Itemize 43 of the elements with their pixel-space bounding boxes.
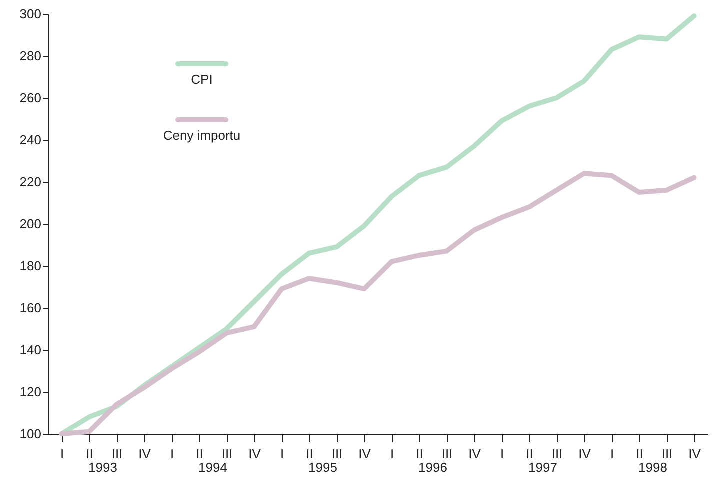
x-tick-label: II (526, 446, 534, 462)
x-tick-label: I (610, 446, 614, 462)
x-tick-label: IV (248, 446, 262, 462)
x-tick-label: IV (138, 446, 152, 462)
x-tick-label: IV (578, 446, 592, 462)
x-tick-label: I (280, 446, 284, 462)
y-tick-label: 100 (20, 426, 42, 442)
text: 1993 (88, 460, 118, 475)
y-tick-label: 280 (20, 48, 42, 64)
x-tick-label: II (306, 446, 314, 462)
text: 1994 (198, 460, 228, 475)
x-tick-label: III (222, 446, 233, 462)
text: 1995 (308, 460, 338, 475)
x-tick-label: IV (468, 446, 482, 462)
x-tick-label: IV (358, 446, 372, 462)
text: 1998 (638, 460, 668, 475)
y-tick-label: 220 (20, 174, 42, 190)
x-tick-label: III (112, 446, 123, 462)
y-tick-label: 240 (20, 132, 42, 148)
legend-label: Ceny importu (163, 128, 241, 143)
y-tick-label: 140 (20, 342, 42, 358)
x-tick-label: II (196, 446, 204, 462)
x-tick-label: I (60, 446, 64, 462)
y-tick-label: 260 (20, 90, 42, 106)
text: 1996 (418, 460, 448, 475)
x-tick-label: I (170, 446, 174, 462)
x-tick-label: II (416, 446, 424, 462)
x-tick-label: IV (688, 446, 702, 462)
y-tick-label: 300 (20, 6, 42, 22)
x-tick-label: III (662, 446, 673, 462)
y-tick-label: 160 (20, 300, 42, 316)
x-tick-label: II (636, 446, 644, 462)
x-tick-label: III (442, 446, 453, 462)
x-tick-label: III (332, 446, 343, 462)
x-tick-label: II (86, 446, 94, 462)
legend-label: CPI (191, 72, 213, 87)
y-tick-label: 200 (20, 216, 42, 232)
x-tick-label: I (390, 446, 394, 462)
text: 1997 (528, 460, 558, 475)
x-tick-label: I (500, 446, 504, 462)
y-tick-label: 120 (20, 384, 42, 400)
y-tick-label: 180 (20, 258, 42, 274)
x-tick-label: III (552, 446, 563, 462)
